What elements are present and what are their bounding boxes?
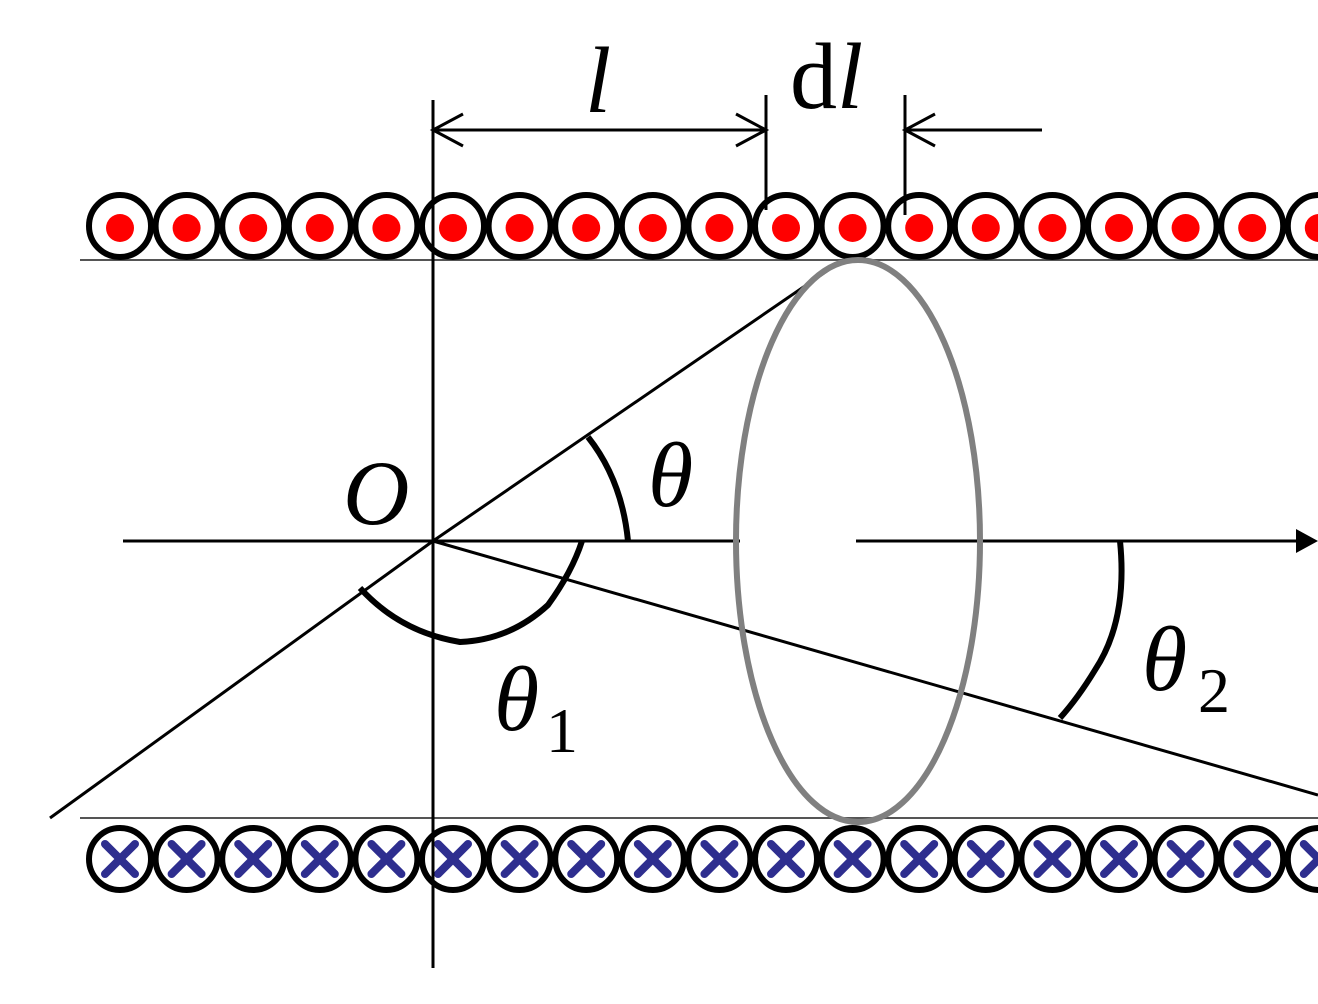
angle-theta2-arc — [1057, 540, 1125, 721]
current-in-marker — [285, 825, 354, 893]
current-in-marker — [1018, 825, 1087, 893]
current-out-marker — [818, 192, 887, 260]
label-theta1: θ — [494, 648, 539, 750]
label-dl: dl — [790, 25, 863, 129]
current-in-marker — [685, 825, 754, 893]
current-in-marker — [86, 825, 154, 893]
label-dl-l: l — [837, 25, 863, 129]
ray-theta1 — [49, 539, 434, 820]
current-out-marker — [152, 192, 221, 260]
angle-theta-arc — [585, 435, 631, 542]
label-theta1-subscript: 1 — [546, 695, 578, 766]
current-in-marker — [419, 825, 487, 893]
label-theta2-subscript: 2 — [1198, 655, 1230, 726]
current-in-marker — [885, 825, 954, 893]
axis-arrowhead — [1296, 529, 1318, 553]
label-theta2-symbol: θ — [1142, 608, 1187, 710]
label-theta2: θ — [1142, 608, 1187, 710]
current-in-marker — [618, 825, 687, 893]
current-in-marker — [352, 825, 421, 893]
current-out-marker — [618, 192, 687, 260]
ray-theta — [432, 260, 841, 543]
current-in-marker — [1218, 825, 1287, 893]
dimension-l-left-arrow — [429, 112, 464, 148]
current-out-marker — [951, 192, 1020, 260]
current-out-marker — [752, 192, 820, 260]
current-out-marker — [285, 192, 354, 260]
current-out-marker — [219, 192, 288, 260]
label-dl-d: d — [790, 25, 837, 129]
current-out-marker — [1284, 192, 1318, 260]
current-out-marker — [1085, 192, 1153, 260]
dimension-dl-arrow — [901, 112, 936, 148]
current-in-marker — [951, 825, 1020, 893]
angle-theta1-arc — [357, 540, 585, 646]
current-in-row — [86, 825, 1318, 893]
label-origin: O — [343, 442, 409, 544]
current-in-marker — [219, 825, 288, 893]
current-in-marker — [1284, 825, 1318, 893]
current-out-marker — [1218, 192, 1287, 260]
current-in-marker — [485, 825, 554, 893]
current-out-row — [86, 192, 1318, 260]
label-theta1-symbol: θ — [494, 648, 539, 750]
current-out-marker — [552, 192, 621, 260]
current-in-marker — [818, 825, 887, 893]
current-out-marker — [485, 192, 554, 260]
current-in-marker — [152, 825, 221, 893]
current-out-marker — [1151, 192, 1220, 260]
current-out-marker — [419, 192, 487, 260]
loop-axis-gap — [740, 538, 856, 545]
current-loop — [733, 257, 983, 825]
current-in-marker — [1085, 825, 1153, 893]
current-in-marker — [552, 825, 621, 893]
current-out-marker — [885, 192, 954, 260]
ray-theta2 — [432, 539, 1318, 797]
current-out-marker — [1018, 192, 1087, 260]
current-in-marker — [1151, 825, 1220, 893]
current-out-marker — [86, 192, 154, 260]
current-out-marker — [352, 192, 421, 260]
label-l: l — [585, 29, 611, 133]
current-out-marker — [685, 192, 754, 260]
label-theta: θ — [648, 424, 693, 526]
current-in-marker — [752, 825, 820, 893]
